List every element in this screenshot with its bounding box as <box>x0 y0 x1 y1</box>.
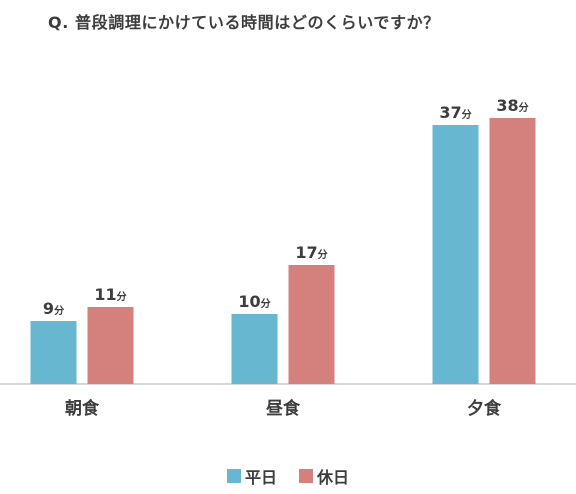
chart-title: Q. 普段調理にかけている時間はどのくらいですか？ <box>48 13 440 32</box>
data-label-dinner-weekday: 37分 <box>439 103 471 122</box>
data-label-value: 38 <box>496 96 518 115</box>
data-label-unit: 分 <box>261 297 271 310</box>
legend-swatch-weekday <box>226 469 241 483</box>
data-label-unit: 分 <box>462 108 472 121</box>
data-label-lunch-holiday: 17分 <box>295 243 327 262</box>
x-tick-label-breakfast: 朝食 <box>65 398 100 419</box>
data-label-breakfast-weekday: 9分 <box>43 299 64 318</box>
chart-legend: 平日 休日 <box>0 464 576 488</box>
data-label-unit: 分 <box>54 304 64 317</box>
x-tick-label-dinner: 夕食 <box>467 398 502 419</box>
data-label-dinner-holiday: 38分 <box>496 96 528 115</box>
data-label-value: 11 <box>94 285 116 304</box>
legend-swatch-holiday <box>299 469 313 483</box>
data-label-value: 9 <box>43 299 54 318</box>
data-label-value: 37 <box>439 103 461 122</box>
data-label-unit: 分 <box>519 101 529 114</box>
legend-label-holiday: 休日 <box>317 468 350 487</box>
data-label-unit: 分 <box>318 248 328 261</box>
data-label-breakfast-holiday: 11分 <box>94 285 126 304</box>
data-label-lunch-weekday: 10分 <box>238 292 270 311</box>
data-label-unit: 分 <box>117 290 127 303</box>
x-tick-label-lunch: 昼食 <box>266 398 301 419</box>
bar-breakfast-holiday <box>87 307 134 384</box>
legend-item-holiday: 休日 <box>299 464 349 488</box>
bar-dinner-holiday <box>489 118 536 384</box>
data-label-value: 17 <box>295 243 317 262</box>
data-label-value: 10 <box>238 292 260 311</box>
legend-label-weekday: 平日 <box>244 468 277 487</box>
bar-breakfast-weekday <box>30 321 77 384</box>
bar-dinner-weekday <box>432 125 479 384</box>
legend-item-weekday: 平日 <box>226 464 277 488</box>
bar-lunch-holiday <box>288 265 335 384</box>
bar-lunch-weekday <box>231 314 278 384</box>
